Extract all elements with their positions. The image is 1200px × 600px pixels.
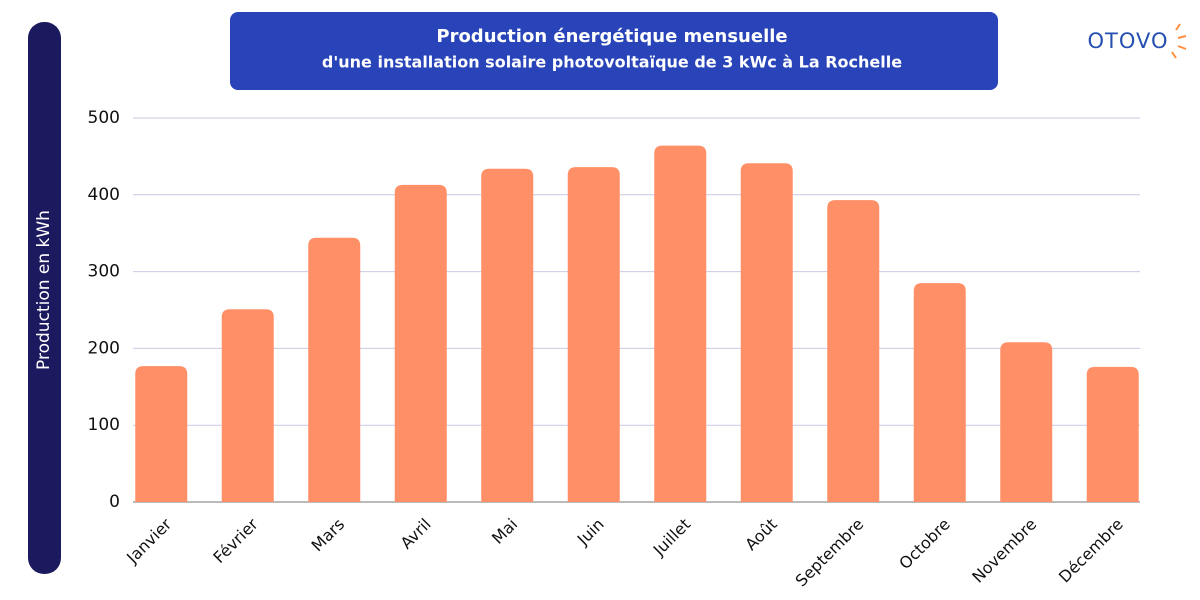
bar — [1000, 342, 1053, 502]
bar — [221, 309, 274, 502]
y-tick-label: 0 — [109, 492, 120, 512]
bar — [1086, 366, 1139, 502]
bar — [654, 145, 707, 502]
bar — [827, 200, 880, 502]
bar — [481, 168, 534, 503]
y-tick-label: 400 — [88, 185, 120, 205]
bar — [394, 184, 447, 503]
y-tick-label: 200 — [88, 338, 120, 358]
bar — [135, 366, 188, 502]
bar — [740, 163, 793, 502]
bar — [308, 237, 361, 503]
logo-rays — [1171, 23, 1187, 59]
bar — [913, 283, 966, 502]
title-box — [230, 12, 998, 90]
y-axis-label: Production en kWh — [34, 210, 54, 370]
y-tick-label: 300 — [88, 262, 120, 282]
chart-title: Production énergétique mensuelle — [436, 26, 787, 47]
y-tick-label: 100 — [88, 415, 120, 435]
y-axis-pill — [28, 22, 61, 574]
y-tick-label: 500 — [88, 108, 120, 128]
chart-subtitle: d'une installation solaire photovoltaïqu… — [322, 53, 902, 72]
logo: OTOVO — [1087, 29, 1168, 53]
bar — [567, 167, 620, 503]
